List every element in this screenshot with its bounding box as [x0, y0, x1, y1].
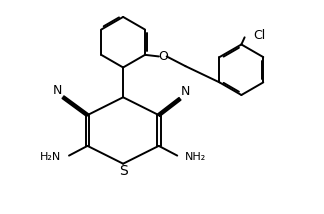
Text: N: N: [53, 84, 62, 97]
Text: O: O: [158, 50, 168, 63]
Text: S: S: [119, 164, 128, 178]
Text: Cl: Cl: [254, 29, 266, 42]
Text: H₂N: H₂N: [40, 152, 62, 162]
Text: N: N: [181, 85, 190, 98]
Text: NH₂: NH₂: [185, 152, 206, 162]
